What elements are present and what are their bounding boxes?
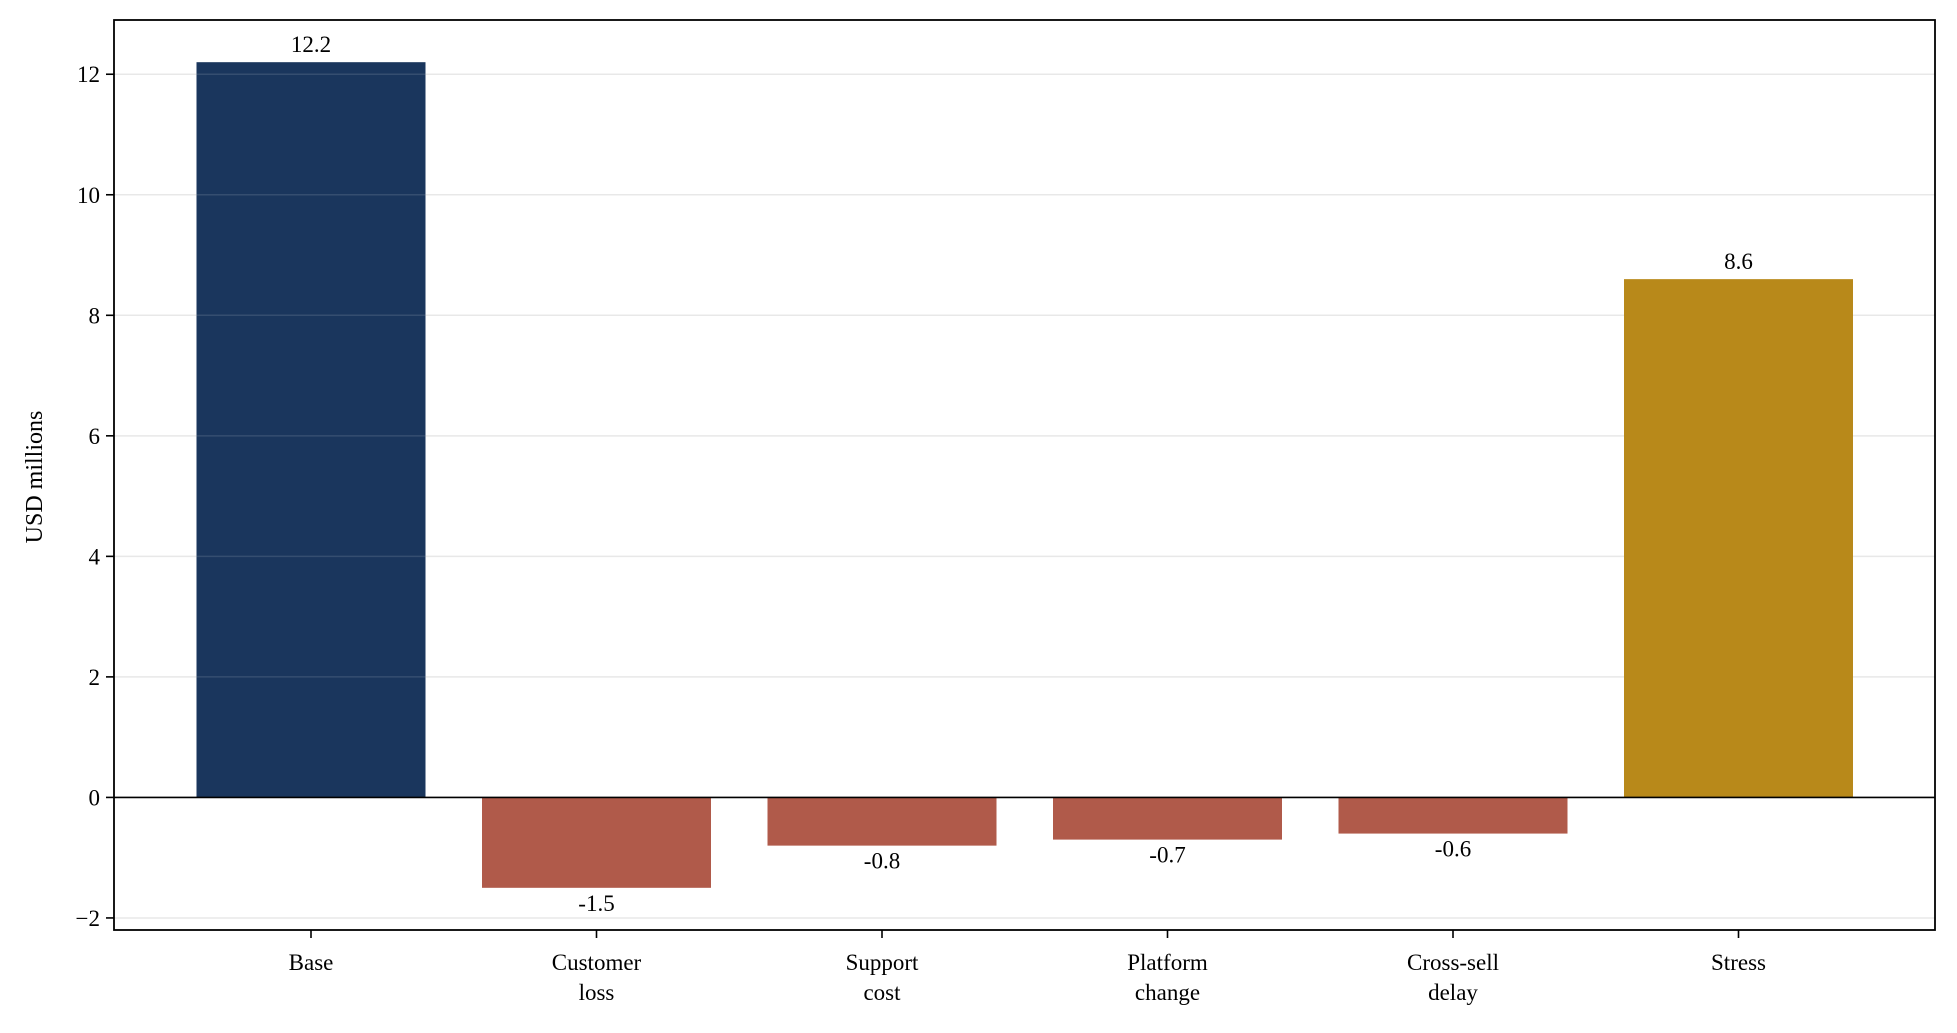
bar (482, 797, 711, 888)
bar (1624, 279, 1853, 798)
bar-value-label: -0.7 (1149, 843, 1185, 868)
y-axis-title: USD millions (22, 411, 48, 544)
bar-value-label: -0.6 (1435, 837, 1471, 862)
x-tick-label: Platform change (1127, 950, 1208, 1005)
y-tick-label: 8 (89, 303, 101, 328)
y-tick-label: 12 (77, 62, 100, 87)
bar (1053, 797, 1282, 840)
x-tick-label: Customer loss (552, 950, 642, 1005)
bar-value-label: -0.8 (864, 849, 900, 874)
bar-value-label: 8.6 (1724, 249, 1753, 274)
bar-value-label: -1.5 (578, 891, 614, 916)
x-tick-label: Cross-sell delay (1407, 950, 1499, 1005)
y-tick-label: 10 (77, 183, 100, 208)
y-tick-label: 6 (89, 424, 101, 449)
bars (196, 62, 1853, 888)
y-tick-label: 0 (89, 785, 101, 810)
y-tick-label: −2 (76, 906, 100, 931)
x-axis-ticks: Base Customer loss Support cost Platform chang… (289, 930, 1766, 1005)
x-tick-label: Base (289, 950, 334, 975)
bar (1338, 797, 1568, 834)
plot-frame (113, 19, 1936, 931)
bar-value-label: 12.2 (291, 32, 331, 57)
bar (767, 797, 997, 846)
y-tick-label: 2 (89, 665, 101, 690)
y-axis-ticks: −2 0 2 4 6 8 10 12 (76, 62, 114, 931)
bar (196, 62, 426, 798)
value-labels: 12.2 -1.5 -0.8 -0.7 -0.6 8.6 (291, 32, 1753, 916)
y-tick-label: 4 (89, 544, 101, 569)
x-tick-label: Support cost (846, 950, 919, 1005)
x-tick-label: Stress (1711, 950, 1766, 975)
